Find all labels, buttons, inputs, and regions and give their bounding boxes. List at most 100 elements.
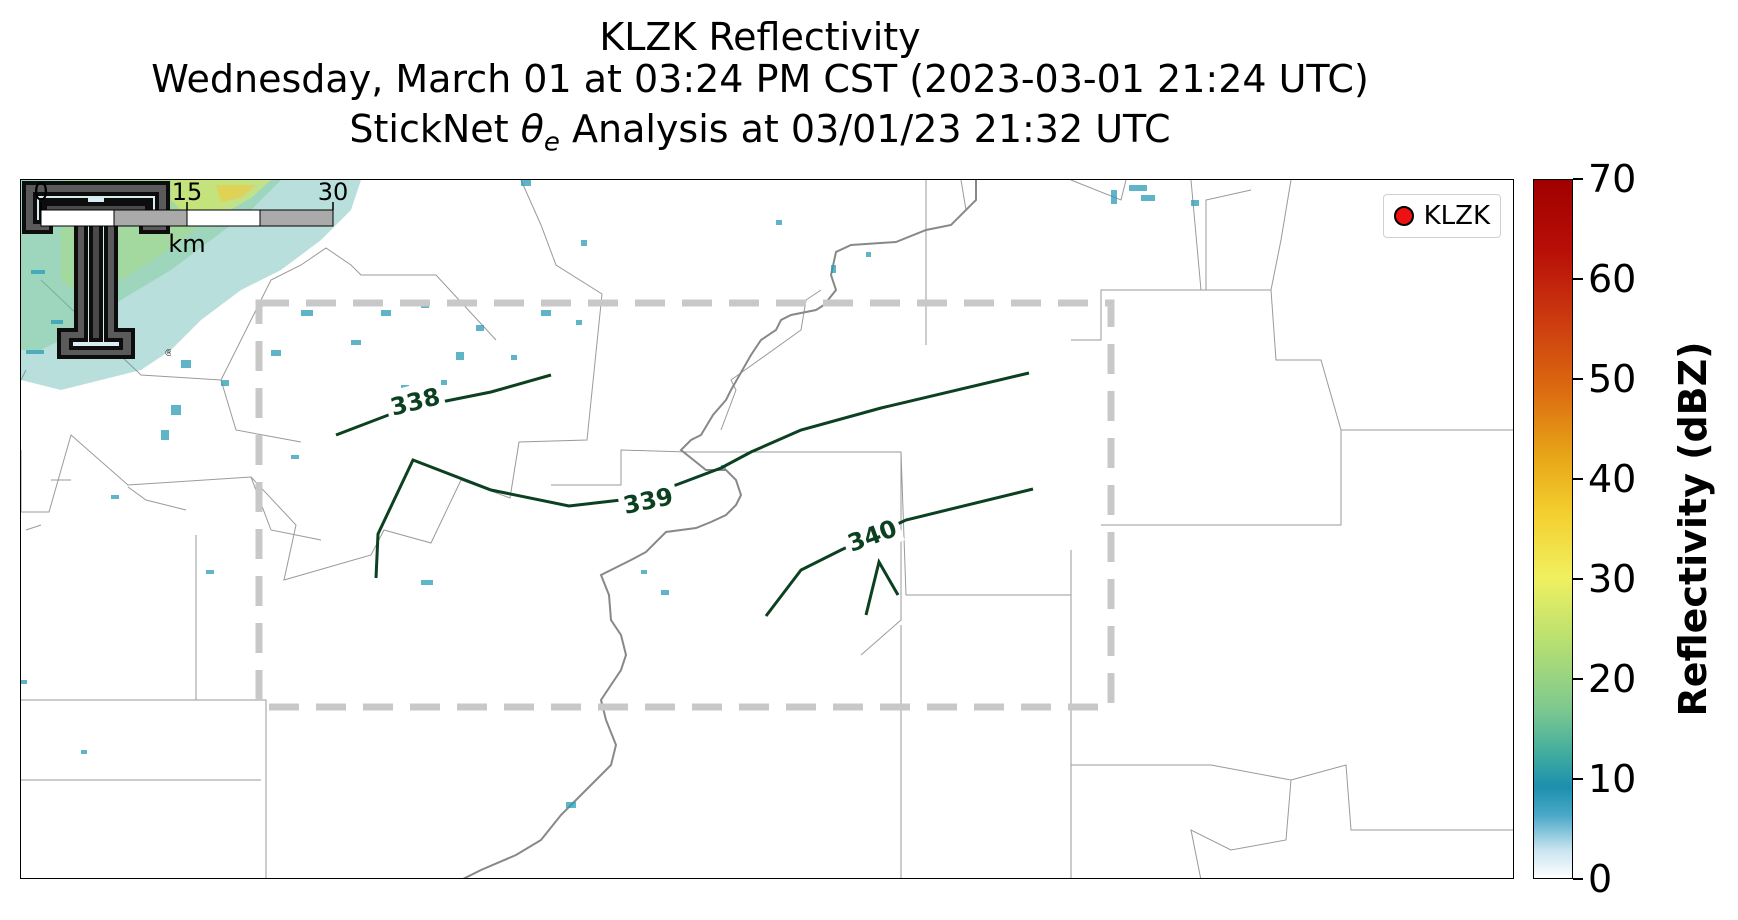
echo-streak [206, 570, 214, 574]
radar-map: 338 339 340 ® KLZK 0 15 30 km [20, 179, 1514, 879]
echo-streak [831, 265, 836, 273]
contour-339-line [374, 371, 1030, 579]
echo-streak [81, 750, 87, 754]
county-line [196, 699, 267, 878]
county-line [1070, 180, 1127, 201]
scale-unit: km [168, 230, 205, 258]
echo-streak [171, 405, 181, 415]
echo-streak [576, 320, 582, 325]
county-line [860, 452, 902, 656]
echo-cluster [216, 185, 256, 202]
county-line [551, 449, 1071, 596]
echo-streak [21, 680, 27, 684]
scale-label-15: 15 [172, 180, 203, 206]
legend-marker-icon [1393, 206, 1414, 226]
contour-labels: 338 339 340 [382, 378, 905, 560]
county-line [1290, 764, 1513, 831]
scale-label-30: 30 [318, 180, 349, 206]
colorbar-tick [1573, 478, 1583, 480]
echo-streak [1191, 200, 1199, 206]
scale-segment [259, 209, 334, 227]
colorbar-tick [1573, 178, 1583, 180]
colorbar-tick [1573, 278, 1583, 280]
county-line [960, 180, 967, 211]
echo-streak [381, 310, 391, 316]
colorbar-tick-label: 10 [1588, 757, 1637, 801]
county-line [21, 180, 603, 581]
contour-340-line [764, 487, 1034, 617]
contour-340-wedge [864, 558, 900, 616]
echo-streak [661, 590, 669, 595]
county-line [127, 486, 187, 511]
echo-streak [31, 270, 45, 274]
echo-streak [1141, 195, 1155, 201]
scale-label-0: 0 [33, 180, 48, 206]
echo-streaks [21, 180, 1199, 808]
county-line [220, 379, 302, 443]
echo-streak [301, 310, 313, 316]
scale-bar: 0 15 30 km [33, 180, 349, 258]
colorbar-tick [1573, 378, 1583, 380]
county-line [21, 369, 27, 381]
echo-streak [581, 240, 587, 246]
echo-streak [111, 495, 119, 499]
contour-label-bg [616, 478, 680, 522]
echo-streak [541, 310, 551, 316]
county-line [720, 289, 822, 431]
scale-segment [113, 209, 188, 227]
legend-label: KLZK [1423, 201, 1490, 231]
colorbar-tick-label: 70 [1588, 157, 1637, 201]
reflectivity-echoes [21, 180, 1199, 808]
county-line [1270, 289, 1342, 431]
county-line [1205, 189, 1252, 290]
echo-streak [221, 380, 229, 386]
title-line-3: StickNet θe Analysis at 03/01/23 21:32 U… [0, 106, 1520, 166]
contour-label-338: 338 [388, 382, 443, 421]
colorbar-title: Reflectivity (dBZ) [1671, 341, 1715, 717]
echo-streak [51, 320, 63, 324]
colorbar-tick-label: 20 [1588, 657, 1637, 701]
echo-streak [521, 180, 531, 186]
theta-symbol: θ [520, 107, 544, 151]
echo-streak [476, 325, 484, 331]
echo-streak [511, 355, 517, 360]
colorbar-tick [1573, 878, 1583, 880]
county-boundaries [21, 180, 1513, 878]
map-canvas: 338 339 340 [21, 180, 1513, 878]
echo-streak [1111, 190, 1117, 204]
echo-streak [641, 570, 647, 574]
colorbar-tick-label: 50 [1588, 357, 1637, 401]
theta-subscript: e [543, 127, 560, 158]
colorbar-tick [1573, 778, 1583, 780]
colorbar-tick-label: 30 [1588, 557, 1637, 601]
county-line [21, 535, 197, 701]
echo-streak [866, 252, 871, 257]
echo-streak [161, 430, 169, 440]
echo-streak [566, 802, 576, 808]
county-line [1101, 429, 1513, 526]
echo-streak [456, 352, 464, 360]
title-line-3-suffix: Analysis at 03/01/23 21:32 UTC [559, 107, 1171, 151]
colorbar-tick [1573, 578, 1583, 580]
echo-streak [441, 380, 447, 385]
reflectivity-colorbar [1533, 179, 1573, 879]
title-line-2: Wednesday, March 01 at 03:24 PM CST (202… [151, 57, 1369, 101]
echo-streak [1129, 185, 1147, 191]
colorbar-tick-label: 40 [1588, 457, 1637, 501]
echo-streak [26, 350, 44, 354]
county-line [25, 524, 42, 531]
title-line-3-prefix: StickNet [349, 107, 521, 151]
colorbar-tick-label: 0 [1588, 857, 1613, 901]
contour-label-bg [382, 378, 448, 424]
title-line-1: KLZK Reflectivity [599, 15, 921, 59]
scale-segment [40, 209, 115, 227]
contour-label-bg [839, 510, 905, 560]
scale-segment [186, 209, 261, 227]
map-legend: KLZK [1382, 194, 1501, 238]
echo-streak [351, 340, 361, 345]
county-line [40, 247, 497, 381]
registered-mark: ® [164, 348, 171, 359]
echo-streak [776, 220, 782, 225]
echo-streak [271, 350, 281, 356]
colorbar-tick-label: 60 [1588, 257, 1637, 301]
